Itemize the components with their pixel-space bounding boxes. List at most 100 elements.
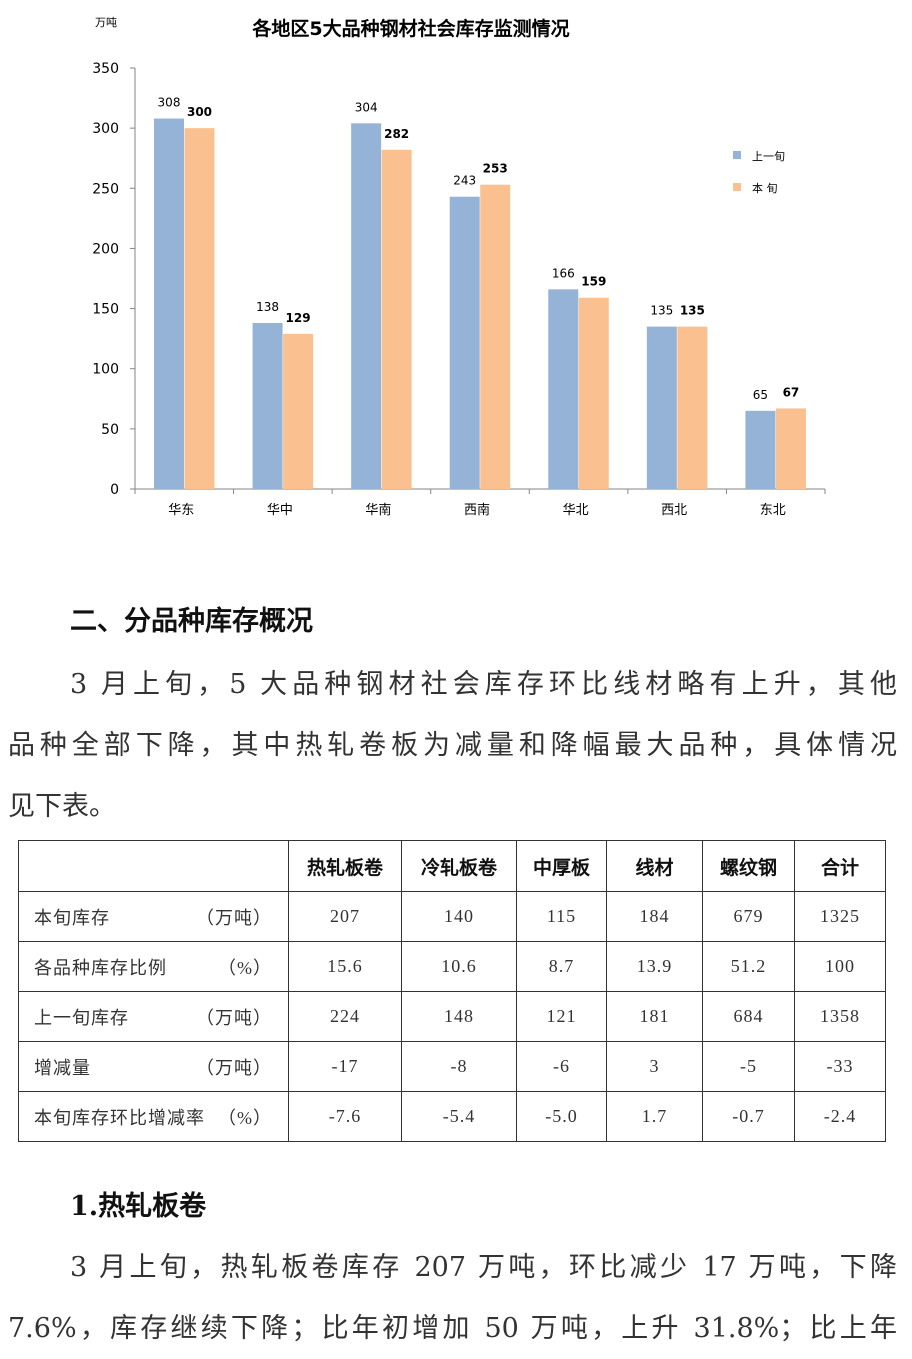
subsection-heading: 1.热轧板卷 [70, 1191, 207, 1222]
table-cell: 224 [288, 991, 402, 1042]
chart-unit-label: 万吨 [95, 16, 117, 29]
chart-title: 各地区5大品种钢材社会库存监测情况 [251, 17, 569, 40]
paragraph-line: 品种全部下降，其中热轧卷板为减量和降幅最大品种，具体情况 [8, 730, 897, 761]
table-cell: -5.4 [401, 1091, 517, 1142]
bar-chart: 万吨 各地区5大品种钢材社会库存监测情况 上一旬 本 旬 0 50 100 150 20… [92, 16, 826, 518]
header-cell: 螺纹钢 [702, 840, 795, 892]
data-label-current: 129 [286, 311, 311, 325]
row-label: 本旬库存 [34, 907, 110, 928]
data-label-current: 135 [680, 304, 705, 318]
table-cell: 181 [606, 991, 703, 1042]
bar-previous-period [154, 118, 184, 490]
bar-current-period [677, 326, 708, 489]
bar-previous-period [449, 196, 480, 489]
header-cell: 线材 [606, 840, 703, 892]
table-cell: 51.2 [702, 941, 795, 992]
data-label-previous: 166 [552, 266, 575, 280]
table-cell: 140 [401, 891, 517, 942]
header-cell: 合计 [794, 840, 886, 892]
bar-current-period [775, 408, 806, 489]
y-tick-label: 150 [92, 302, 119, 318]
table-row: 增减量 （万吨） -17 -8 -6 3 -5 -33 [18, 1041, 886, 1092]
table-cell: 3 [606, 1041, 703, 1092]
row-unit: （万吨） [196, 907, 272, 928]
legend-label-current: 本 旬 [752, 181, 778, 195]
legend-swatch-previous [733, 151, 741, 159]
x-tick-label: 华南 [365, 502, 391, 518]
row-label-cell: 本旬库存 （万吨） [18, 891, 289, 942]
x-tick-label: 东北 [760, 503, 786, 518]
paragraph-line: 见下表。 [8, 791, 116, 822]
row-label-cell: 本旬库存环比增减率 （%） [18, 1091, 289, 1142]
paragraph-line: 3 月上旬，5 大品种钢材社会库存环比线材略有上升，其他 [70, 669, 897, 700]
header-cell: 冷轧板卷 [401, 840, 517, 892]
table-cell: -2.4 [794, 1091, 886, 1142]
table-cell: 115 [516, 891, 607, 942]
chart-legend: 上一旬 本 旬 [733, 150, 785, 195]
row-label-cell: 各品种库存比例 （%） [18, 941, 289, 992]
x-tick-label: 西北 [661, 503, 687, 518]
data-label-previous: 243 [453, 174, 476, 188]
table-cell: -5 [702, 1041, 795, 1092]
table-row: 本旬库存环比增减率 （%） -7.6 -5.4 -5.0 1.7 -0.7 -2… [18, 1091, 886, 1142]
table-cell: -17 [288, 1041, 402, 1092]
table-cell: 100 [794, 941, 886, 992]
row-unit: （%） [218, 1107, 272, 1128]
table-cell: -0.7 [702, 1091, 795, 1142]
bar-current-period [283, 333, 314, 489]
y-tick-label: 300 [92, 121, 119, 137]
row-label: 上一旬库存 [34, 1007, 129, 1028]
y-tick-label: 50 [101, 422, 119, 438]
row-label-cell: 上一旬库存 （万吨） [18, 991, 289, 1042]
inventory-table: 热轧板卷 冷轧板卷 中厚板 线材 螺纹钢 合计 本旬库存 （万吨） 207 14… [18, 840, 886, 1142]
table-row: 上一旬库存 （万吨） 224 148 121 181 684 1358 [18, 991, 886, 1042]
y-tick-label: 100 [92, 362, 119, 378]
legend-label-previous: 上一旬 [752, 150, 785, 163]
table-cell: -8 [401, 1041, 517, 1092]
data-label-current: 253 [483, 162, 508, 176]
row-label: 本旬库存环比增减率 [34, 1107, 205, 1128]
x-tick-label: 华东 [168, 503, 194, 518]
data-label-current: 67 [783, 385, 800, 399]
header-cell: 热轧板卷 [288, 840, 402, 892]
data-label-previous: 308 [158, 96, 181, 110]
paragraph-line: 7.6%，库存继续下降；比年初增加 50 万吨，上升 31.8%；比上年 [8, 1313, 897, 1344]
y-tick-label: 200 [92, 241, 119, 257]
bar-previous-period [646, 326, 677, 489]
table-cell: 1358 [794, 991, 886, 1042]
bar-previous-period [548, 289, 579, 489]
bar-current-period [381, 149, 412, 489]
table-cell: 121 [516, 991, 607, 1042]
row-unit: （万吨） [196, 1007, 272, 1028]
table-cell: 684 [702, 991, 795, 1042]
plot-area: 0 50 100 150 200 250 300 350 华东 华中 华南 西南 华北 西北 东北 308 13… [92, 61, 826, 518]
header-blank-cell [18, 840, 289, 892]
row-label-cell: 增减量 （万吨） [18, 1041, 289, 1092]
table-cell: 8.7 [516, 941, 607, 992]
table-cell: 207 [288, 891, 402, 942]
table-cell: 148 [401, 991, 517, 1042]
bar-previous-period [252, 323, 283, 489]
x-tick-label: 华中 [267, 503, 293, 518]
bar-previous-period [745, 410, 776, 489]
table-header-row: 热轧板卷 冷轧板卷 中厚板 线材 螺纹钢 合计 [18, 840, 886, 892]
table-cell: -33 [794, 1041, 886, 1092]
row-unit: （万吨） [196, 1057, 272, 1078]
data-label-previous: 304 [355, 100, 378, 114]
bar-current-period [480, 184, 511, 490]
data-label-current: 282 [384, 127, 409, 141]
row-label: 各品种库存比例 [34, 957, 167, 978]
y-tick-label: 0 [110, 482, 119, 498]
bar-current-period [578, 297, 609, 489]
table-cell: 1.7 [606, 1091, 703, 1142]
legend-swatch-current [733, 183, 741, 191]
x-tick-label: 华北 [563, 503, 589, 518]
y-tick-label: 250 [92, 181, 119, 197]
data-label-previous: 138 [256, 300, 279, 314]
table-cell: -7.6 [288, 1091, 402, 1142]
data-label-current: 300 [187, 105, 212, 119]
table-row: 本旬库存 （万吨） 207 140 115 184 679 1325 [18, 891, 886, 942]
x-tick-label: 西南 [464, 502, 490, 518]
data-label-previous: 135 [650, 304, 673, 318]
bar-current-period [184, 128, 215, 489]
